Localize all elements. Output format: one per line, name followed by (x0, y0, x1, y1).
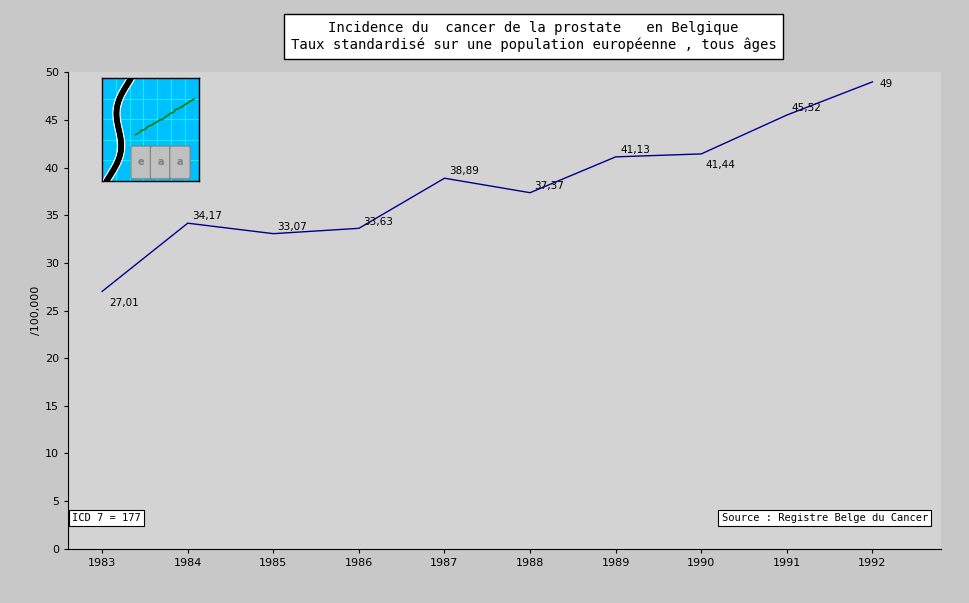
Text: 34,17: 34,17 (192, 212, 222, 221)
Text: a: a (176, 157, 183, 168)
Text: Incidence du  cancer de la prostate   en Belgique
Taux standardisé sur une popul: Incidence du cancer de la prostate en Be… (291, 21, 775, 52)
Text: e: e (138, 157, 144, 168)
Text: 49: 49 (878, 78, 891, 89)
Text: Source : Registre Belge du Cancer: Source : Registre Belge du Cancer (721, 513, 926, 523)
Text: 33,07: 33,07 (277, 222, 307, 232)
FancyBboxPatch shape (150, 146, 171, 179)
Text: ICD 7 = 177: ICD 7 = 177 (72, 513, 141, 523)
Text: 27,01: 27,01 (109, 298, 139, 308)
FancyBboxPatch shape (170, 146, 190, 179)
Text: 38,89: 38,89 (449, 166, 478, 177)
Text: 45,52: 45,52 (791, 103, 820, 113)
Text: 41,13: 41,13 (619, 145, 649, 155)
Y-axis label: /100,000: /100,000 (31, 286, 41, 335)
Text: 33,63: 33,63 (362, 216, 392, 227)
Text: a: a (157, 157, 164, 168)
Text: 41,44: 41,44 (704, 160, 735, 170)
FancyBboxPatch shape (131, 146, 151, 179)
Text: 37,37: 37,37 (534, 181, 564, 191)
